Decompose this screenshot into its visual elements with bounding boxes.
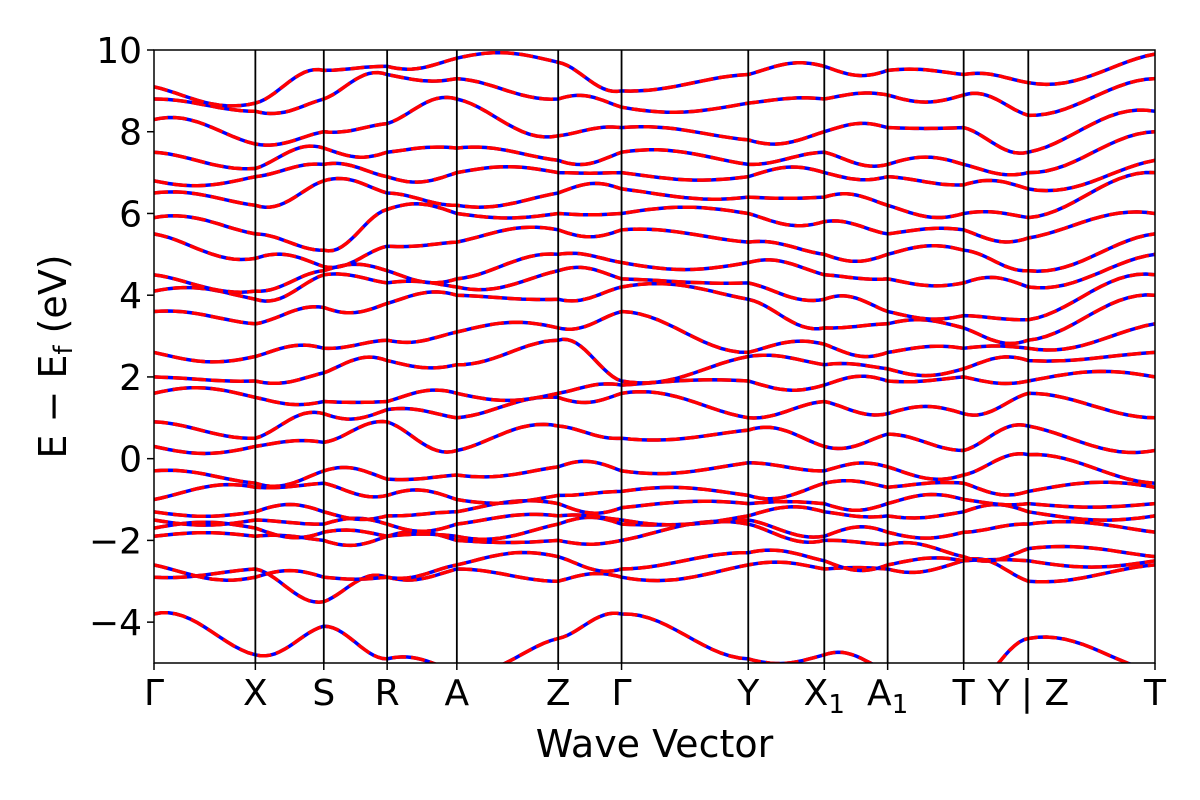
band-17-dashed [154, 225, 1155, 273]
x-tick-label-2: S [312, 673, 335, 714]
band-7-dashed [154, 478, 1155, 505]
x-tick-label-12: T [1143, 673, 1167, 714]
x-tick-label-8: X1 [804, 673, 845, 720]
band-18-dashed [154, 202, 1155, 253]
band-24-solid [154, 50, 1155, 108]
x-axis-label: Wave Vector [536, 722, 774, 766]
y-tick-label: −2 [89, 521, 142, 562]
band-14-dashed [154, 281, 1155, 346]
band-11-dashed [154, 369, 1155, 407]
bands-layer [154, 50, 1155, 663]
band-9-dashed [154, 419, 1155, 456]
band-10-dashed [154, 389, 1155, 441]
x-tick-label-0: Γ [144, 673, 164, 714]
band-24-dashed [154, 50, 1155, 108]
band-4-dashed [154, 515, 1155, 542]
x-tick-label-7: Y [736, 673, 760, 714]
x-tick-label-10: T [952, 673, 976, 714]
x-tick-label-5: Z [546, 673, 571, 714]
band-8-solid [154, 452, 1155, 489]
y-tick-label: 2 [119, 358, 142, 399]
y-tick-label: 0 [119, 440, 142, 481]
kpoint-lines [254, 50, 1030, 663]
band-2-solid [154, 548, 1155, 582]
band-14-solid [154, 281, 1155, 346]
x-tick-label-1: X [243, 673, 268, 714]
y-tick-label: −4 [89, 603, 142, 644]
y-tick-label: 10 [96, 31, 142, 72]
y-tick-label: 8 [119, 113, 142, 154]
band-19-dashed [154, 170, 1155, 220]
band-11-solid [154, 369, 1155, 407]
band-18-solid [154, 202, 1155, 253]
x-tick-label-9: A1 [867, 673, 908, 720]
x-tick-label-6: Γ [612, 673, 632, 714]
plot-frame [153, 49, 1156, 664]
x-tick-label-11: Y | Z [986, 673, 1069, 714]
y-axis: −4 −2 0 2 4 6 8 10 [89, 31, 154, 644]
y-tick-label: 4 [119, 276, 142, 317]
x-tick-label-4: A [445, 673, 470, 714]
y-axis-label: E − Ef (eV) [31, 254, 79, 458]
y-tick-label: 6 [119, 194, 142, 235]
band-8-dashed [154, 452, 1155, 489]
x-tick-label-3: R [375, 673, 400, 714]
